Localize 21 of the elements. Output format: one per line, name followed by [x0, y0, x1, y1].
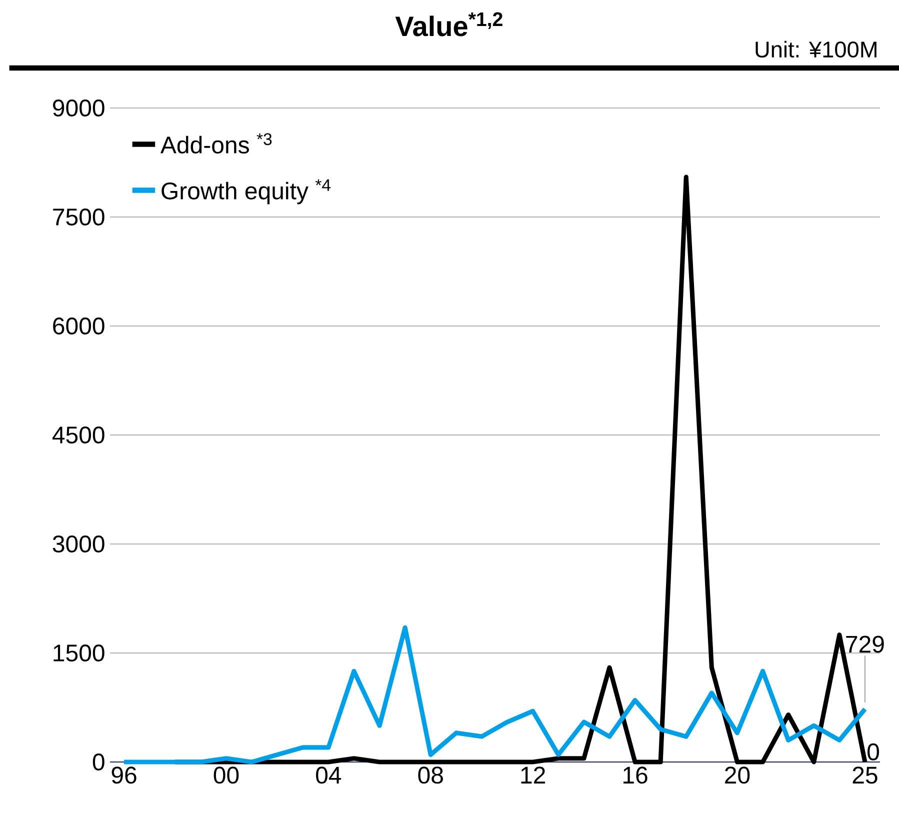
- y-tick-label: 0: [92, 753, 104, 770]
- chart-subtitle: Unit: ¥100M: [756, 40, 876, 58]
- x-tick-label: 25: [852, 766, 878, 784]
- y-tick-label: 3000: [52, 535, 104, 552]
- data-label: 0: [868, 743, 879, 760]
- y-tick-label: 1500: [54, 644, 104, 662]
- y-tick-label: 7500: [53, 208, 104, 226]
- x-tick-label: 08: [418, 766, 443, 784]
- x-tick-label: 00: [214, 766, 239, 784]
- legend-label: Growth equity $^{*4}$: [162, 179, 331, 204]
- y-tick-label: 4500: [52, 426, 104, 444]
- x-tick-label: 20: [725, 766, 750, 784]
- chart-title: Value$^{*1,2}$: [395, 12, 502, 36]
- x-tick-label: 96: [112, 766, 136, 784]
- y-tick-label: 9000: [53, 99, 104, 116]
- x-tick-label: 16: [623, 766, 648, 784]
- data-label: 729: [846, 636, 884, 653]
- legend-label: Add-ons $^{*3}$: [160, 133, 272, 154]
- x-tick-label: 12: [521, 766, 545, 784]
- y-tick-label: 6000: [53, 317, 104, 334]
- x-tick-label: 04: [316, 766, 342, 784]
